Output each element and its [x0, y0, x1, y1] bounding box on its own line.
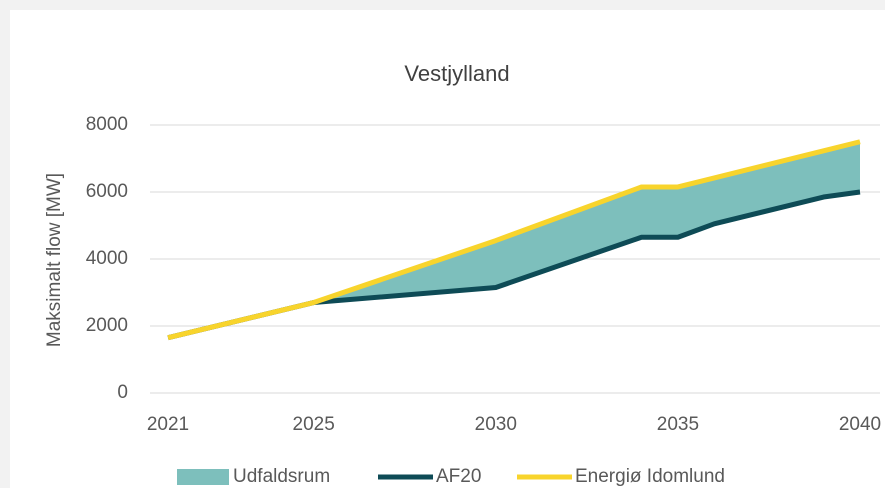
y-tick-label: 4000: [86, 248, 128, 269]
line: [167, 189, 861, 341]
y-tick-label: 8000: [86, 114, 128, 135]
y-tick-label: 6000: [86, 181, 128, 202]
x-tick-label: 2030: [475, 414, 517, 435]
legend-swatch: [177, 469, 229, 485]
chart-area: [10, 10, 885, 488]
legend-label: AF20: [436, 466, 481, 487]
x-tick-label: 2021: [147, 414, 189, 435]
line: [167, 139, 861, 341]
y-tick-label: 2000: [86, 315, 128, 336]
chart-title: Vestjylland: [404, 61, 509, 86]
x-tick-label: 2040: [839, 414, 881, 435]
y-tick-label: 0: [117, 382, 128, 403]
y-axis-label: Maksimalt flow [MW]: [44, 173, 65, 347]
legend-label: Energiø Idomlund: [575, 466, 725, 487]
x-tick-label: 2025: [293, 414, 335, 435]
x-tick-label: 2035: [657, 414, 699, 435]
legend-label: Udfaldsrum: [233, 466, 330, 487]
area: [168, 141, 860, 338]
